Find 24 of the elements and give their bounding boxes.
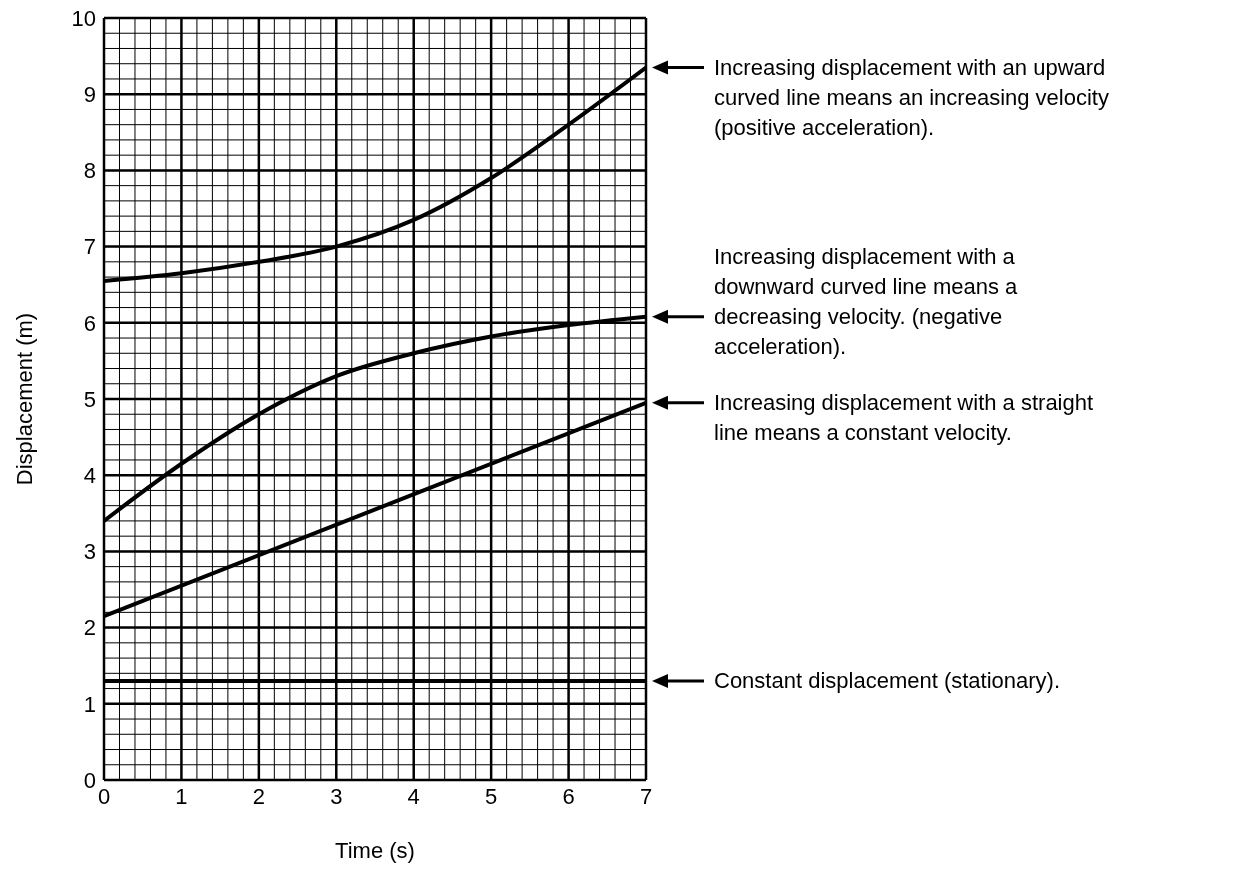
y-tick-label: 1: [83, 691, 96, 717]
y-tick-label: 4: [83, 463, 96, 489]
y-tick-label: 7: [83, 234, 96, 260]
x-tick-label: 1: [175, 783, 188, 809]
y-tick-label: 10: [71, 5, 96, 31]
y-tick-label: 3: [83, 539, 96, 565]
x-tick-label: 5: [485, 783, 498, 809]
x-tick-label: 3: [330, 783, 343, 809]
text: Increasing displacement with an upward curved line means an increasing velocity (positive acceleration).: [714, 53, 1109, 142]
y-tick-label: 9: [83, 82, 96, 108]
x-tick-label: 7: [639, 783, 653, 809]
y-tick-label: 6: [83, 310, 96, 336]
y-tick-label: 8: [83, 158, 96, 184]
text: Increasing displacement with a downward curved line means a decreasing velocity. (negative acceleration).: [714, 242, 1018, 361]
y-tick-label: 2: [83, 615, 96, 641]
x-tick-label: 2: [252, 783, 265, 809]
y-tick-label: 5: [83, 386, 96, 412]
y-axis-title: Displacement (m): [12, 312, 37, 486]
x-tick-label: 6: [562, 783, 575, 809]
x-axis-title: Time (s): [335, 838, 415, 863]
text: Increasing displacement with a straight line means a constant velocity.: [714, 388, 1094, 447]
y-tick-label: 0: [83, 767, 96, 793]
x-tick-label: 4: [407, 783, 420, 809]
text: Constant displacement (stationary).: [714, 666, 1061, 695]
